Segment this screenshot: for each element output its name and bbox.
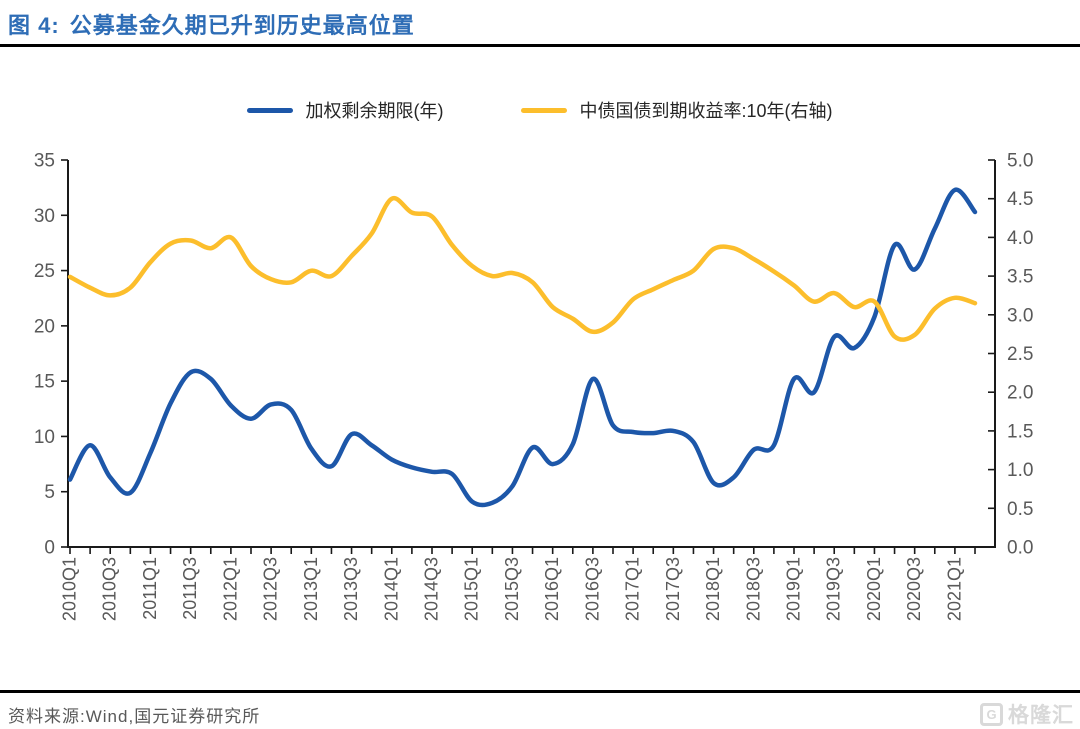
legend-label: 加权剩余期限(年) [305, 101, 444, 121]
x-axis-tick-label: 2012Q3 [261, 557, 281, 621]
x-axis-tick-label: 2020Q1 [864, 557, 884, 621]
right-axis-tick-label: 5.0 [1007, 151, 1033, 172]
x-axis-tick-label: 2011Q3 [180, 557, 200, 620]
left-axis-tick-label: 10 [34, 427, 55, 448]
figure-title: 图 4: 公募基金久期已升到历史最高位置 [8, 8, 415, 40]
bond-yield-line [67, 195, 978, 342]
figure-number-label: 图 4: [8, 13, 60, 38]
x-axis-tick-label: 2020Q3 [904, 557, 924, 621]
left-axis-tick-label: 15 [34, 372, 55, 393]
fund-duration-line [67, 187, 978, 508]
x-axis-tick-label: 2013Q3 [341, 557, 361, 621]
legend-line-swatch-blue [247, 107, 294, 113]
source-note: 资料来源:Wind,国元证券研究所 [8, 702, 260, 727]
right-axis-tick-label: 1.5 [1007, 421, 1033, 442]
right-axis-tick-label: 3.0 [1007, 305, 1033, 326]
legend: 加权剩余期限(年) 中债国债到期收益率:10年(右轴) [0, 97, 1080, 123]
legend-label: 中债国债到期收益率:10年(右轴) [579, 101, 833, 121]
x-axis-tick-label: 2018Q3 [743, 557, 763, 621]
gelonghui-g-icon: G [980, 702, 1003, 726]
title-divider [0, 44, 1080, 47]
right-axis-tick-label: 0.5 [1007, 499, 1033, 520]
x-axis-tick-label: 2010Q1 [60, 557, 80, 621]
x-axis-tick-label: 2014Q3 [422, 557, 442, 621]
left-axis-tick-label: 0 [44, 538, 55, 559]
figure-title-text: 公募基金久期已升到历史最高位置 [69, 13, 415, 38]
source-label: 资料来源: [8, 707, 86, 726]
left-axis-tick-label: 25 [34, 261, 55, 282]
x-axis-tick-label: 2016Q3 [582, 557, 602, 621]
x-axis-tick-label: 2021Q1 [944, 557, 964, 621]
x-axis-tick-label: 2015Q3 [502, 557, 522, 621]
x-axis-tick-label: 2016Q1 [542, 557, 562, 621]
left-axis-tick-label: 30 [34, 206, 55, 227]
right-axis-tick-label: 1.0 [1007, 460, 1033, 481]
right-axis-tick-label: 0.0 [1007, 538, 1033, 559]
right-axis-tick-label: 4.0 [1007, 228, 1033, 249]
right-axis-tick-label: 3.5 [1007, 267, 1033, 288]
x-axis-tick-label: 2014Q1 [381, 557, 401, 621]
left-axis-tick-label: 5 [44, 482, 55, 503]
x-axis-tick-label: 2011Q1 [140, 557, 160, 620]
left-axis-tick-label: 20 [34, 316, 55, 337]
x-axis-tick-label: 2018Q1 [703, 557, 723, 621]
x-axis-tick-label: 2017Q1 [623, 557, 643, 621]
watermark-text: 格隆汇 [1008, 704, 1074, 727]
source-text: Wind,国元证券研究所 [85, 707, 261, 726]
legend-line-swatch-yellow [521, 107, 568, 113]
left-axis: 0 5 10 15 20 25 30 35 [34, 151, 68, 559]
right-axis-tick-label: 4.5 [1007, 189, 1033, 210]
x-axis-tick-label: 2012Q1 [220, 557, 240, 621]
x-axis-tick-label: 2019Q3 [824, 557, 844, 621]
axis-frame [67, 160, 996, 548]
x-axis-tick-label: 2013Q1 [301, 557, 321, 621]
footer-divider [0, 690, 1080, 693]
x-axis-tick-label: 2015Q1 [462, 557, 482, 621]
x-axis: 2010Q1 2010Q3 2011Q1 2011Q3 2012Q1 2012Q3 2013… [60, 547, 976, 621]
x-axis-tick-label: 2010Q3 [100, 557, 120, 621]
watermark-gelonghui: G 格隆汇 [980, 699, 1074, 729]
x-axis-tick-label: 2017Q3 [663, 557, 683, 621]
x-axis-tick-label: 2019Q1 [784, 557, 804, 621]
right-axis-tick-label: 2.0 [1007, 383, 1033, 404]
legend-item-bond-yield: 中债国债到期收益率:10年(右轴) [521, 97, 833, 123]
left-axis-tick-label: 35 [34, 151, 55, 172]
right-axis-tick-label: 2.5 [1007, 344, 1033, 365]
legend-item-fund-duration: 加权剩余期限(年) [247, 97, 443, 123]
right-axis: 0.0 0.5 1.0 1.5 2.0 2.5 3.0 3.5 4.0 4.5 5.0 [988, 151, 1033, 559]
